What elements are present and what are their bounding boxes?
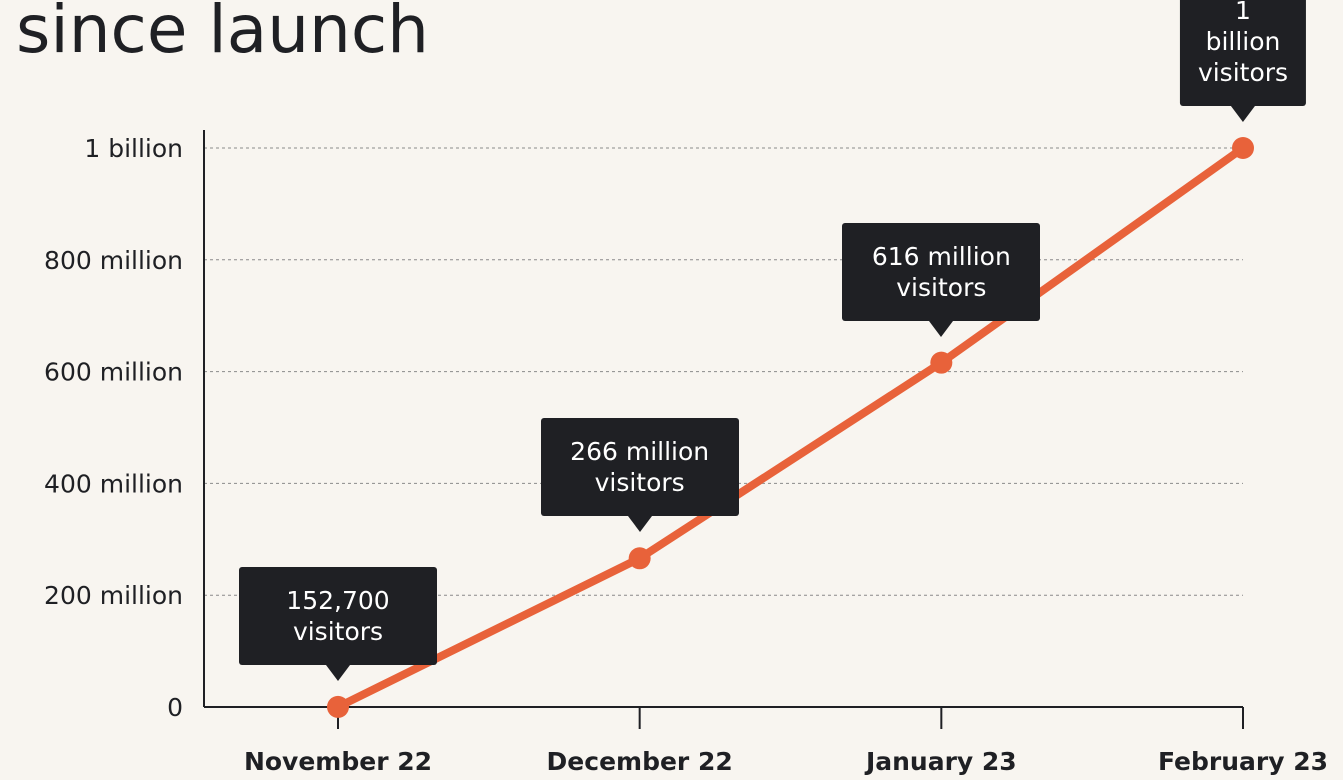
point: [628, 547, 651, 570]
y-tick-label: 800 million: [44, 246, 183, 275]
point: [1232, 137, 1254, 159]
x-tick-label: November 22: [244, 747, 432, 776]
value-label: 266 million visitors: [540, 418, 739, 533]
value-label: 616 million visitors: [842, 222, 1041, 337]
value-label: 152,700 visitors: [239, 566, 437, 681]
y-tick-label: 400 million: [44, 469, 183, 498]
chart-title: since launch: [16, 0, 429, 68]
point: [327, 695, 349, 718]
y-tick-label: 200 million: [44, 581, 183, 610]
x-tick-label: February 23: [1158, 747, 1328, 776]
x-tick-label: December 22: [547, 747, 733, 776]
value-label: 1 billion visitors: [1179, 0, 1307, 122]
x-tick-label: January 23: [864, 747, 1017, 776]
line: [336, 144, 1246, 711]
y-tick-label: 1 billion: [84, 134, 183, 163]
y-tick-label: 0: [167, 693, 183, 722]
point: [930, 351, 953, 374]
y-tick-label: 600 million: [44, 358, 183, 387]
